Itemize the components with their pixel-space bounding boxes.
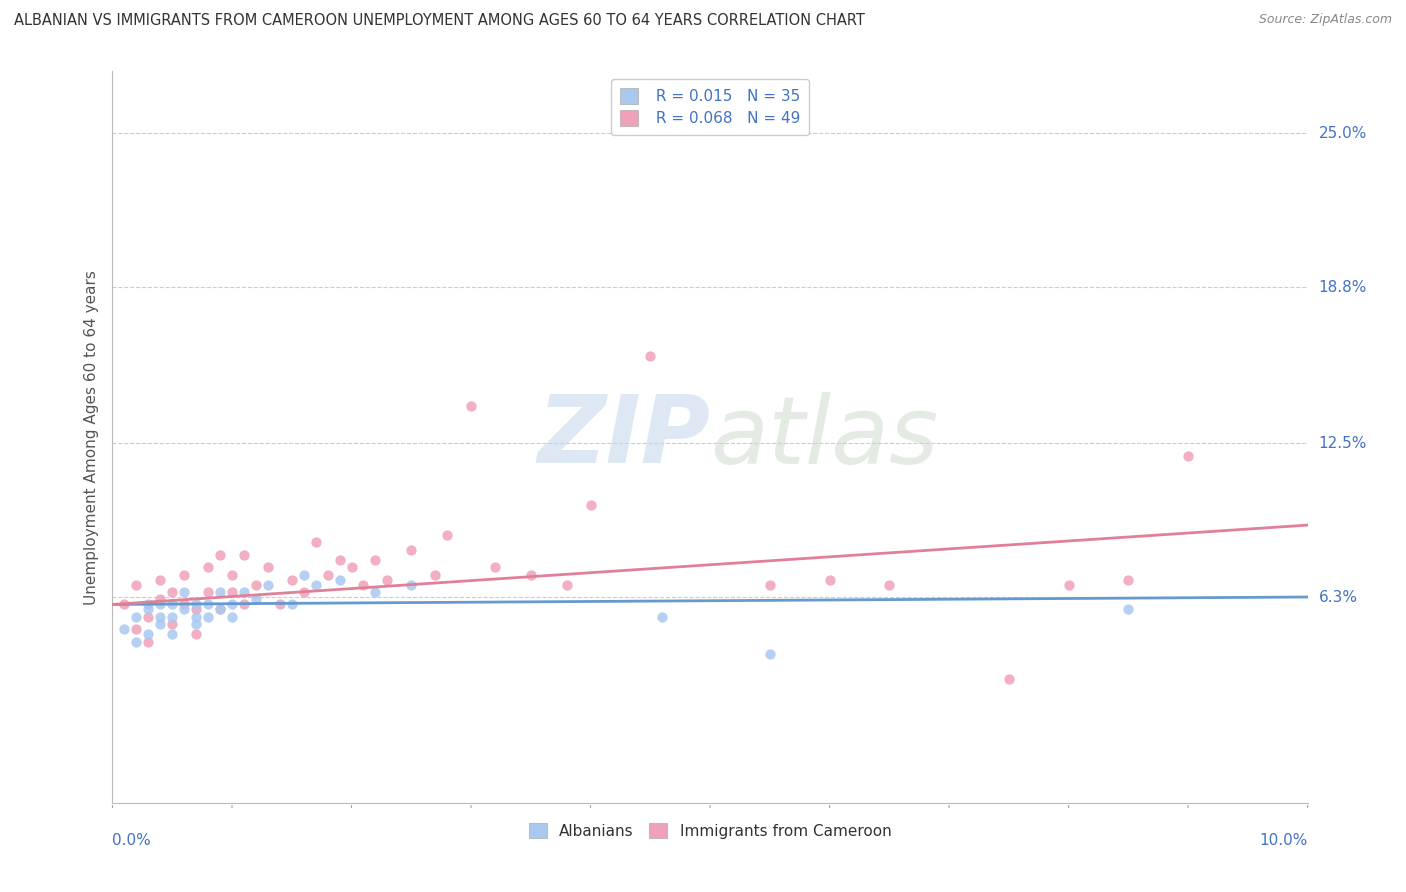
- Text: 25.0%: 25.0%: [1319, 126, 1367, 141]
- Text: 10.0%: 10.0%: [1260, 833, 1308, 848]
- Point: [1177, 449, 1199, 463]
- Text: 6.3%: 6.3%: [1319, 590, 1358, 605]
- Point: [125, 622, 148, 636]
- Point: [640, 350, 662, 364]
- Point: [425, 567, 447, 582]
- Point: [162, 610, 183, 624]
- Point: [114, 598, 135, 612]
- Point: [1118, 573, 1140, 587]
- Point: [401, 542, 423, 557]
- Point: [364, 585, 387, 599]
- Legend: Albanians, Immigrants from Cameroon: Albanians, Immigrants from Cameroon: [522, 815, 898, 847]
- Point: [292, 567, 315, 582]
- Point: [138, 627, 160, 641]
- Text: 0.0%: 0.0%: [112, 833, 152, 848]
- Point: [186, 610, 208, 624]
- Point: [998, 672, 1021, 686]
- Point: [1057, 577, 1080, 591]
- Point: [233, 548, 256, 562]
- Point: [138, 602, 160, 616]
- Text: atlas: atlas: [710, 392, 938, 483]
- Point: [125, 577, 148, 591]
- Point: [305, 535, 328, 549]
- Point: [353, 577, 375, 591]
- Point: [209, 585, 232, 599]
- Point: [221, 598, 243, 612]
- Point: [520, 567, 543, 582]
- Point: [316, 567, 339, 582]
- Point: [245, 577, 267, 591]
- Point: [257, 577, 280, 591]
- Point: [460, 399, 482, 413]
- Point: [162, 598, 183, 612]
- Point: [138, 598, 160, 612]
- Point: [173, 598, 195, 612]
- Point: [186, 617, 208, 632]
- Point: [149, 592, 172, 607]
- Point: [125, 610, 148, 624]
- Point: [759, 577, 782, 591]
- Point: [436, 528, 458, 542]
- Point: [484, 560, 506, 574]
- Point: [651, 610, 673, 624]
- Point: [114, 622, 135, 636]
- Point: [197, 610, 219, 624]
- Text: Source: ZipAtlas.com: Source: ZipAtlas.com: [1258, 13, 1392, 27]
- Point: [186, 627, 208, 641]
- Point: [257, 560, 280, 574]
- Point: [197, 560, 219, 574]
- Text: 18.8%: 18.8%: [1319, 279, 1367, 294]
- Point: [818, 573, 841, 587]
- Point: [125, 634, 148, 648]
- Point: [138, 610, 160, 624]
- Point: [221, 610, 243, 624]
- Point: [149, 573, 172, 587]
- Point: [245, 592, 267, 607]
- Point: [233, 585, 256, 599]
- Point: [209, 602, 232, 616]
- Point: [879, 577, 901, 591]
- Point: [221, 567, 243, 582]
- Point: [149, 598, 172, 612]
- Point: [281, 573, 304, 587]
- Point: [555, 577, 578, 591]
- Text: 12.5%: 12.5%: [1319, 436, 1367, 450]
- Point: [209, 548, 232, 562]
- Point: [364, 553, 387, 567]
- Y-axis label: Unemployment Among Ages 60 to 64 years: Unemployment Among Ages 60 to 64 years: [83, 269, 98, 605]
- Text: ZIP: ZIP: [537, 391, 710, 483]
- Point: [162, 617, 183, 632]
- Point: [292, 585, 315, 599]
- Point: [173, 602, 195, 616]
- Point: [173, 585, 195, 599]
- Point: [377, 573, 399, 587]
- Point: [149, 617, 172, 632]
- Point: [759, 647, 782, 661]
- Point: [221, 585, 243, 599]
- Point: [173, 567, 195, 582]
- Point: [579, 498, 602, 512]
- Point: [138, 634, 160, 648]
- Point: [269, 598, 291, 612]
- Point: [1118, 602, 1140, 616]
- Point: [209, 602, 232, 616]
- Point: [340, 560, 363, 574]
- Point: [197, 585, 219, 599]
- Point: [305, 577, 328, 591]
- Point: [401, 577, 423, 591]
- Point: [186, 602, 208, 616]
- Point: [197, 598, 219, 612]
- Point: [162, 627, 183, 641]
- Point: [329, 573, 352, 587]
- Point: [162, 585, 183, 599]
- Point: [186, 598, 208, 612]
- Point: [149, 610, 172, 624]
- Point: [233, 598, 256, 612]
- Point: [281, 598, 304, 612]
- Point: [329, 553, 352, 567]
- Text: ALBANIAN VS IMMIGRANTS FROM CAMEROON UNEMPLOYMENT AMONG AGES 60 TO 64 YEARS CORR: ALBANIAN VS IMMIGRANTS FROM CAMEROON UNE…: [14, 13, 865, 29]
